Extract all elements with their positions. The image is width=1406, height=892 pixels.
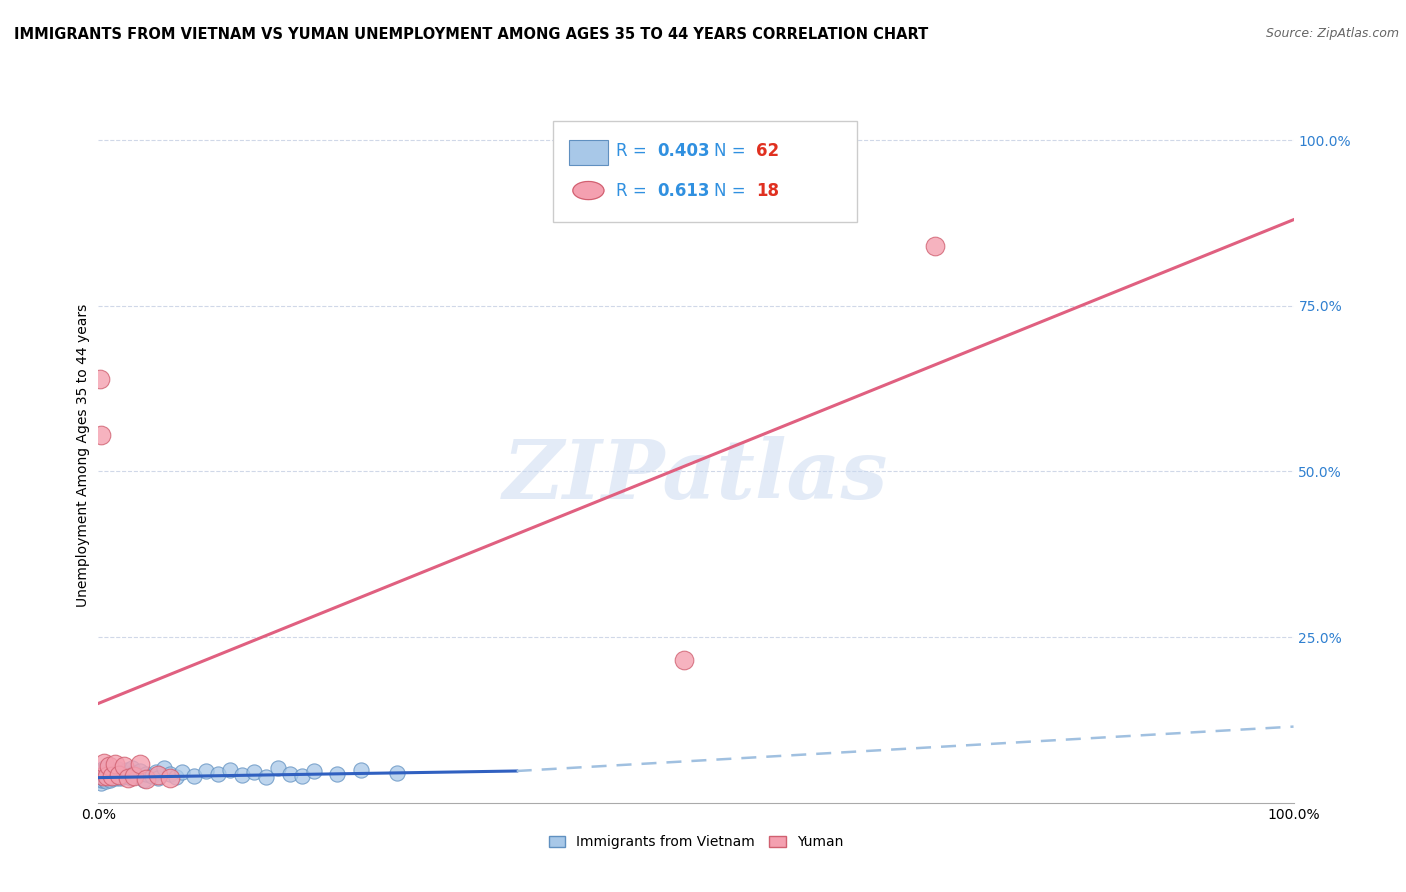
Point (98, 769, 121, 783)
Point (98, 764, 122, 778)
Point (141, 769, 163, 783)
Point (104, 757, 127, 772)
Point (231, 768, 253, 782)
Point (385, 766, 409, 780)
Point (110, 766, 132, 780)
Point (93, 756, 115, 770)
Point (278, 766, 301, 780)
Point (153, 761, 176, 775)
Point (124, 769, 146, 783)
Point (117, 767, 139, 781)
Point (101, 766, 124, 780)
Point (120, 771, 142, 785)
Point (94, 773, 117, 788)
Point (117, 771, 139, 785)
Text: ZIPatlas: ZIPatlas (503, 436, 889, 516)
Point (91, 768, 114, 782)
Point (89, 766, 111, 780)
Point (145, 764, 167, 779)
Point (148, 768, 170, 782)
Point (100, 769, 122, 783)
Point (97, 761, 120, 775)
Legend: Immigrants from Vietnam, Yuman: Immigrants from Vietnam, Yuman (543, 830, 849, 855)
Point (243, 764, 266, 779)
Point (98, 759, 121, 773)
Point (107, 762, 129, 776)
Point (96, 767, 118, 781)
Point (350, 763, 373, 777)
Text: Source: ZipAtlas.com: Source: ZipAtlas.com (1265, 27, 1399, 40)
Point (96, 769, 118, 783)
Point (87, 769, 110, 783)
Point (89, 372, 111, 386)
Point (96, 770, 118, 784)
Text: R =: R = (616, 142, 652, 160)
Point (111, 770, 134, 784)
Point (302, 764, 325, 778)
Point (129, 764, 152, 778)
Point (148, 772, 170, 786)
Point (219, 763, 242, 777)
Text: 0.403: 0.403 (658, 142, 710, 160)
Text: 0.613: 0.613 (658, 182, 710, 200)
Point (91, 772, 114, 787)
Text: R =: R = (616, 182, 652, 200)
Point (104, 765, 127, 780)
Point (291, 769, 314, 783)
Point (135, 766, 157, 780)
Point (207, 766, 229, 780)
Point (90, 763, 112, 777)
Point (114, 769, 136, 783)
Point (267, 761, 290, 775)
Point (97, 772, 120, 786)
Point (172, 765, 194, 780)
Point (90, 428, 112, 442)
Point (924, 239, 946, 253)
Point (115, 763, 138, 777)
Point (135, 772, 157, 786)
Text: 62: 62 (756, 142, 779, 160)
Y-axis label: Unemployment Among Ages 35 to 44 years: Unemployment Among Ages 35 to 44 years (76, 303, 90, 607)
Point (183, 769, 205, 783)
Point (112, 764, 135, 779)
Point (100, 771, 122, 785)
Text: 18: 18 (756, 182, 779, 200)
FancyBboxPatch shape (553, 121, 858, 222)
Point (112, 758, 135, 772)
Text: N =: N = (714, 142, 751, 160)
Point (121, 761, 143, 775)
Point (107, 768, 129, 782)
Circle shape (572, 181, 605, 200)
FancyBboxPatch shape (569, 140, 607, 166)
Point (165, 770, 187, 784)
Point (103, 769, 125, 783)
Point (108, 771, 131, 785)
Point (159, 771, 181, 785)
Point (195, 764, 218, 778)
Point (124, 766, 146, 780)
Point (326, 767, 349, 781)
Point (91, 764, 114, 778)
Point (98, 772, 122, 787)
Point (91, 771, 114, 785)
Text: IMMIGRANTS FROM VIETNAM VS YUMAN UNEMPLOYMENT AMONG AGES 35 TO 44 YEARS CORRELAT: IMMIGRANTS FROM VIETNAM VS YUMAN UNEMPLO… (14, 27, 928, 42)
Point (105, 772, 128, 786)
Point (93, 761, 115, 775)
Point (91, 769, 114, 783)
Point (89, 772, 111, 787)
Point (254, 770, 277, 784)
Point (159, 767, 181, 781)
Point (94, 764, 117, 779)
Text: N =: N = (714, 182, 751, 200)
Point (673, 653, 696, 667)
Point (90, 776, 112, 790)
Point (107, 768, 129, 782)
Point (125, 769, 148, 783)
Point (129, 757, 152, 772)
Point (93, 772, 115, 786)
Point (132, 772, 155, 787)
